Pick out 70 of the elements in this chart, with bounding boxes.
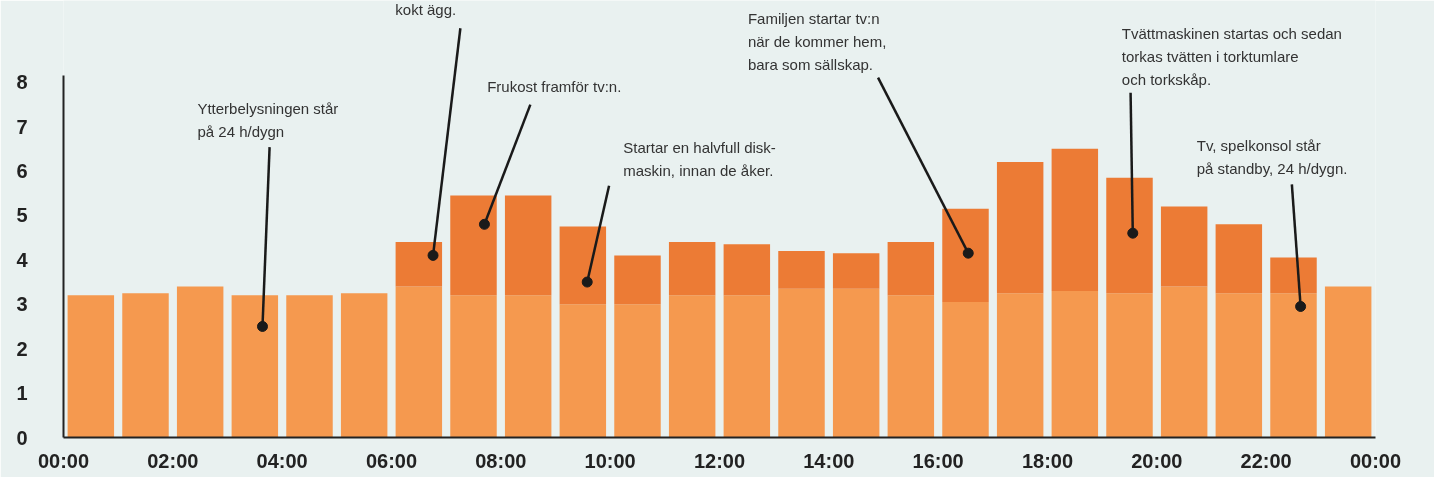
bar [395,242,443,287]
bar [1051,290,1099,438]
bar [668,295,716,438]
bar [778,250,825,289]
bar [1215,293,1263,438]
bar [723,244,771,296]
bar [1160,286,1208,438]
bar [176,286,224,438]
x-tick-label: 08:00 [475,449,527,472]
bar [614,304,661,438]
y-tick-label: 7 [16,115,28,138]
bar [723,295,771,438]
bar [122,293,169,438]
bar [832,253,880,289]
x-tick-label: 04:00 [256,449,308,472]
y-tick-label: 4 [16,248,29,271]
x-tick-label: 10:00 [584,449,636,472]
bar [887,295,935,438]
bar [996,162,1044,294]
bar [67,295,115,438]
bar [1160,206,1208,287]
bar [450,295,497,438]
x-tick-label: 00:00 [37,449,90,472]
x-tick-label: 00:00 [1349,449,1402,472]
x-tick-label: 14:00 [803,449,855,472]
x-tick-label: 02:00 [147,449,199,472]
bar [231,295,279,438]
annotation: Familjen startar tv:n när de kommer hem, bara som sällskap. [747,10,887,74]
annotation: Tv, spelkonsol står på standby, 24 h/dygn. [1196,137,1348,178]
bar [504,195,552,296]
bar [1270,293,1317,438]
x-tick-label: 12:00 [693,449,746,472]
bar [395,286,443,438]
bar [559,304,607,438]
bar [1324,286,1372,438]
annotation: Startar en halvfull disk- maskin, innan de åker. [623,138,776,179]
y-tick-label: 6 [16,160,28,182]
bar [504,295,552,438]
bar [942,208,989,303]
bar [778,288,825,438]
y-tick-label: 3 [16,293,28,316]
annotation: Frukost framför tv:n. [487,77,622,95]
x-tick-label: 16:00 [912,449,964,472]
x-tick-label: 22:00 [1240,449,1292,472]
bar [887,242,935,296]
bar [559,226,607,305]
x-tick-label: 18:00 [1021,449,1074,472]
bar [286,295,333,438]
bar [1051,148,1099,291]
y-tick-label: 1 [16,382,28,405]
x-tick-label: 06:00 [365,449,418,472]
bar [832,288,880,438]
bar [942,302,989,438]
annotation: Ytterbelysningen står på 24 h/dygn [197,99,339,140]
bar [614,255,661,305]
bar [996,293,1044,438]
bar [1106,177,1153,294]
bar [1106,293,1153,438]
bar [1215,224,1263,294]
bar [1270,257,1317,294]
annotation: kokt ägg. [395,1,457,19]
bar [340,293,388,438]
y-tick-label: 5 [16,204,28,227]
bar [450,195,497,296]
bar [668,242,716,296]
y-tick-label: 2 [16,337,28,360]
x-tick-label: 20:00 [1131,449,1183,472]
y-tick-label: 8 [16,71,28,94]
annotation: Tvättmaskinen startas och sedan torkas tvätten i torktumlare och torkskåp. [1121,25,1342,89]
y-tick-label: 0 [16,426,28,449]
